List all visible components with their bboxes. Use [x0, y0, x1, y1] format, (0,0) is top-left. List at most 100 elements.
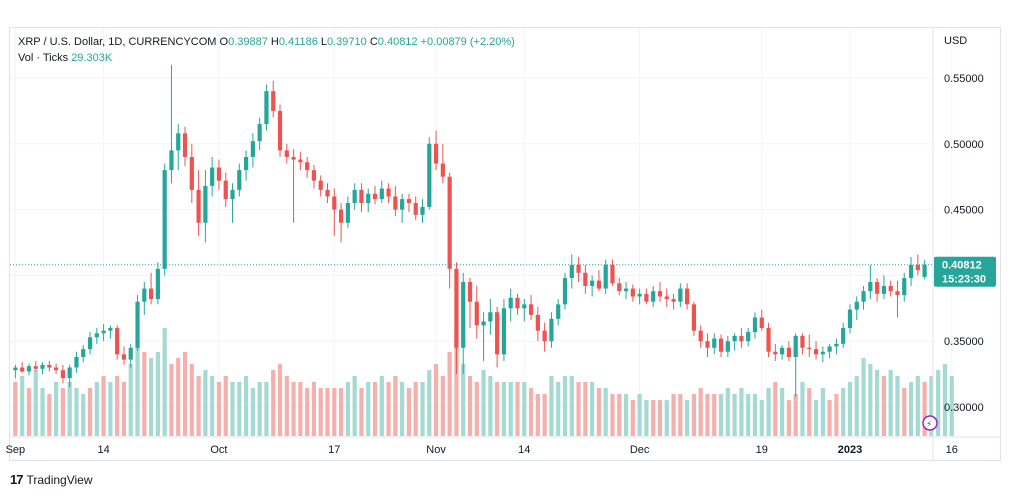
volume-bar — [637, 394, 642, 436]
volume-bar — [142, 352, 147, 436]
low-label: L — [320, 36, 327, 48]
volume-bar — [610, 394, 615, 436]
y-tick-label: 0.50000 — [944, 139, 984, 151]
volume-bar — [115, 376, 120, 436]
candle-body — [902, 278, 907, 296]
volume-bar — [393, 376, 398, 436]
candle-body — [562, 278, 568, 305]
candle-body — [291, 156, 296, 160]
candle-body — [298, 159, 303, 163]
volume-bar — [271, 370, 276, 436]
candle-body — [74, 356, 79, 368]
volume-bar — [47, 394, 52, 436]
candle-body — [528, 304, 534, 315]
candle-body — [230, 189, 235, 200]
candle-body — [94, 333, 99, 338]
candle-body — [515, 297, 520, 309]
volume-bar — [875, 370, 880, 436]
candle-body — [148, 288, 154, 300]
candle-body — [617, 283, 622, 292]
candle-body — [420, 206, 425, 215]
candle-body — [603, 264, 608, 289]
volume-bar — [372, 382, 378, 436]
candle-body — [583, 272, 588, 286]
candle-body — [135, 301, 140, 348]
volume-bar — [535, 394, 540, 436]
candle-body — [705, 341, 710, 348]
candle-body — [257, 124, 262, 142]
volume-bar — [705, 394, 710, 436]
volume-bar — [685, 400, 690, 436]
candle-body — [610, 264, 615, 284]
volume-bar — [712, 394, 717, 436]
volume-bar — [60, 388, 65, 436]
candle-body — [861, 291, 866, 302]
candle-body — [54, 367, 59, 371]
volume-bar — [338, 388, 344, 436]
volume-bar — [54, 382, 59, 436]
volume-bar — [406, 388, 412, 436]
volume-bar — [759, 400, 764, 436]
volume-bar — [345, 382, 350, 436]
candle-body — [162, 170, 167, 269]
candle-body — [427, 143, 432, 207]
candle-body — [678, 288, 683, 302]
tradingview-brand[interactable]: 17 TradingView — [10, 472, 93, 487]
candle-body — [33, 366, 38, 369]
volume-bar — [698, 388, 703, 436]
candle-body — [691, 304, 697, 331]
candle-body — [13, 367, 18, 371]
volume-bar — [942, 364, 948, 436]
candle-body — [176, 133, 181, 151]
candle-body — [854, 301, 859, 310]
candle-body — [108, 328, 113, 331]
volume-label[interactable]: Vol · Ticks — [18, 52, 69, 64]
indicator-marker[interactable]: ⚡ — [922, 415, 938, 431]
volume-bar — [800, 382, 805, 436]
volume-bar — [644, 400, 649, 436]
volume-bar — [101, 376, 106, 436]
candle-body — [576, 264, 581, 273]
volume-bar — [671, 394, 676, 436]
candle-body — [413, 203, 418, 215]
candle-body — [60, 370, 65, 379]
candle-body — [26, 366, 32, 372]
close-value: 0.40812 — [377, 36, 418, 48]
volume-bar — [623, 394, 629, 436]
volume-bar — [590, 382, 595, 436]
candle-body — [685, 288, 690, 305]
candle-body — [569, 264, 574, 279]
change-value: +0.00879 (+2.20%) — [420, 36, 515, 48]
candle-body — [406, 199, 412, 204]
volume-bar — [847, 382, 853, 436]
volume-bar — [210, 376, 215, 436]
candle-body — [712, 338, 717, 348]
candle-body — [718, 338, 724, 352]
volume-bar — [257, 382, 262, 436]
volume-bar — [888, 370, 893, 436]
x-tick-label: Dec — [630, 444, 650, 456]
volume-bar — [773, 382, 778, 436]
candle-body — [881, 285, 886, 294]
brand-name: TradingView — [26, 472, 93, 487]
volume-bar — [467, 376, 473, 436]
candle-body — [121, 354, 127, 360]
volume-bar — [630, 400, 635, 436]
volume-bar — [155, 352, 160, 436]
currency-label[interactable]: USD — [944, 35, 968, 47]
time-axis: Sep 14 Oct 17 Nov 14 Dec 19 2023 16 — [6, 444, 958, 456]
x-tick-label: 17 — [328, 444, 340, 456]
candle-body — [793, 335, 798, 357]
volume-bar — [915, 376, 920, 436]
candle-body — [386, 188, 391, 197]
volume-bar — [318, 388, 323, 436]
candle-body — [725, 341, 730, 352]
symbol-title[interactable]: XRP / U.S. Dollar, 1D, CURRENCYCOM — [18, 36, 217, 48]
candle-body — [474, 301, 479, 326]
x-tick-label: 19 — [756, 444, 768, 456]
candle-body — [535, 314, 540, 331]
volume-bar — [854, 376, 859, 436]
volume-bar — [413, 382, 418, 436]
candle-body — [155, 268, 160, 300]
